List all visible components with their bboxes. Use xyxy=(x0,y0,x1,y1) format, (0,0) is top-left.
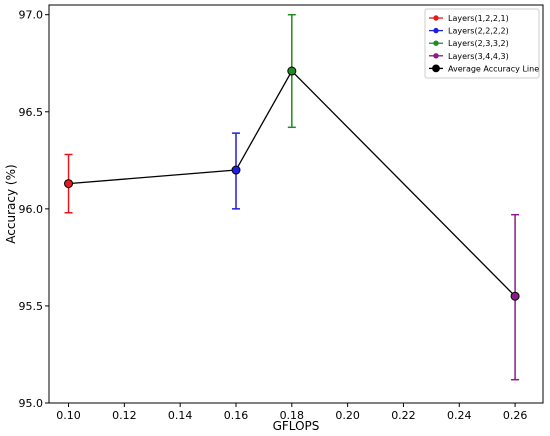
x-tick-label: 0.16 xyxy=(224,409,249,422)
legend-label: Layers(1,2,2,1) xyxy=(448,14,509,23)
average-accuracy-line xyxy=(68,69,516,297)
x-axis: 0.10 0.12 0.14 0.16 0.18 0.20 0.22 0.24 0.26 xyxy=(56,403,527,422)
y-axis-label: Accuracy (%) xyxy=(4,164,18,243)
legend-marker xyxy=(433,15,439,21)
data-point xyxy=(510,291,520,301)
y-axis: 95.0 95.5 96.0 96.5 97.0 xyxy=(19,9,49,410)
legend: Layers(1,2,2,1) Layers(2,2,2,2) Layers(2,3… xyxy=(424,8,540,79)
legend-marker xyxy=(433,27,439,34)
y-tick-label: 95.5 xyxy=(19,300,44,313)
legend-marker xyxy=(433,53,439,59)
data-point xyxy=(64,179,74,189)
x-tick-label: 0.24 xyxy=(447,409,472,422)
x-tick-label: 0.10 xyxy=(56,409,81,422)
plot-frame xyxy=(48,4,544,404)
legend-label: Layers(3,4,4,3) xyxy=(448,52,509,61)
x-tick-label: 0.20 xyxy=(335,409,360,422)
x-tick-label: 0.18 xyxy=(280,409,305,422)
y-tick-label: 97.0 xyxy=(19,9,44,22)
y-tick-label: 95.0 xyxy=(19,397,44,410)
y-tick-label: 96.5 xyxy=(19,106,44,119)
x-tick-label: 0.22 xyxy=(391,409,416,422)
data-point xyxy=(231,165,241,175)
legend-box xyxy=(424,8,540,79)
y-tick-label: 96.0 xyxy=(19,203,44,216)
x-tick-label: 0.26 xyxy=(503,409,528,422)
legend-label: Layers(2,2,2,2) xyxy=(448,27,509,36)
legend-marker xyxy=(432,64,440,73)
plot-marks xyxy=(64,13,520,381)
legend-label: Layers(2,3,3,2) xyxy=(448,39,509,48)
legend-label: Average Accuracy Line xyxy=(448,64,539,73)
x-tick-label: 0.14 xyxy=(168,409,193,422)
x-axis-label: GFLOPS xyxy=(273,419,320,433)
x-tick-label: 0.12 xyxy=(112,409,137,422)
data-point xyxy=(287,66,297,76)
legend-marker xyxy=(433,40,439,46)
